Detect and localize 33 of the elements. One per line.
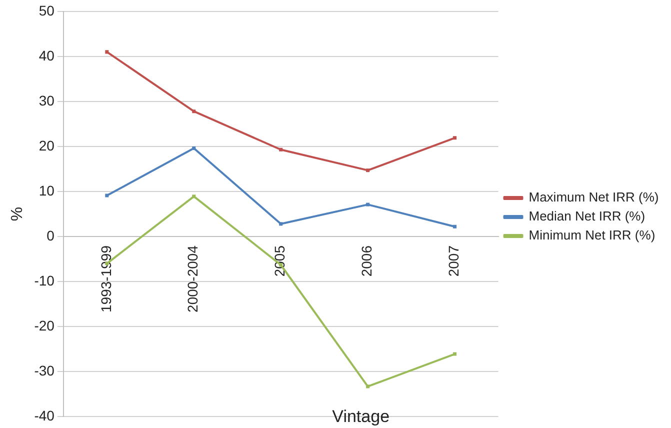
y-axis-title: % <box>9 206 26 222</box>
x-tick-label: 1993-1999 <box>98 245 114 312</box>
x-tick-label: 2005 <box>272 245 288 277</box>
point <box>105 50 109 54</box>
legend-label: Maximum Net IRR (%) <box>528 190 659 205</box>
y-tick-label: 40 <box>38 47 55 64</box>
y-tick-label: -40 <box>34 407 55 424</box>
legend-label: Median Net IRR (%) <box>528 208 646 224</box>
y-tick-label: -30 <box>34 362 55 378</box>
point <box>279 222 283 226</box>
y-tick-label: 0 <box>46 227 55 244</box>
point <box>366 384 370 388</box>
y-tick-label: 30 <box>38 92 55 108</box>
x-tick-label: 2000-2004 <box>184 245 201 312</box>
y-tick-label: -10 <box>34 272 55 288</box>
point <box>105 194 109 198</box>
point <box>366 168 370 172</box>
point <box>192 110 196 114</box>
point <box>366 202 370 206</box>
x-axis-title: Vintage <box>332 407 390 426</box>
point <box>453 352 457 356</box>
point <box>453 224 457 228</box>
point <box>279 148 283 152</box>
y-tick-label: 10 <box>38 182 55 198</box>
y-tick-label: 50 <box>38 2 55 18</box>
x-tick-label: 2007 <box>446 245 462 277</box>
point <box>453 136 457 140</box>
point <box>192 146 196 150</box>
point <box>192 194 196 198</box>
x-tick-label: 2006 <box>358 245 375 277</box>
y-tick-label: -20 <box>34 317 55 334</box>
y-tick-label: 20 <box>38 137 55 154</box>
legend-label: Minimum Net IRR (%) <box>528 228 656 243</box>
